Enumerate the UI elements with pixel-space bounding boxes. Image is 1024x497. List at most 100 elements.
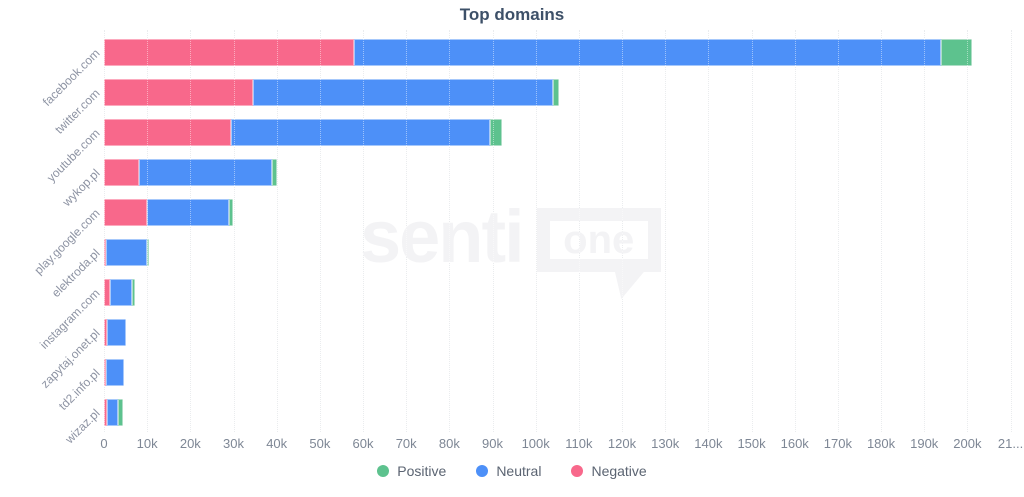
bar-segment-neutral[interactable] xyxy=(231,118,491,146)
x-axis-tick-label: 21... xyxy=(997,436,1024,451)
gridline xyxy=(147,30,149,432)
x-axis-tick-label: 40k xyxy=(266,436,288,451)
gridline-overlay xyxy=(535,30,537,432)
gridline-overlay xyxy=(190,30,192,432)
gridline-overlay xyxy=(837,30,839,432)
bar-row xyxy=(104,118,503,146)
positive-dot-icon xyxy=(377,465,390,477)
gridline-overlay xyxy=(708,30,710,432)
bar-row xyxy=(104,198,234,226)
gridline-overlay xyxy=(147,30,149,432)
x-axis-tick-label: 160k xyxy=(780,436,809,451)
bar-segment-negative[interactable] xyxy=(104,238,106,266)
gridline xyxy=(708,30,710,432)
gridline xyxy=(622,30,624,432)
gridline-overlay xyxy=(276,30,278,432)
bar-segment-negative[interactable] xyxy=(104,358,106,386)
bar-segment-positive[interactable] xyxy=(941,38,972,66)
gridline-overlay xyxy=(319,30,321,432)
bar-row xyxy=(104,318,126,346)
gridline xyxy=(276,30,278,432)
gridline xyxy=(449,30,451,432)
x-axis-tick-label: 70k xyxy=(395,436,417,451)
legend-label: Positive xyxy=(397,463,447,479)
gridline xyxy=(535,30,537,432)
bar-segment-neutral[interactable] xyxy=(106,238,147,266)
legend-item-positive[interactable]: Positive xyxy=(377,463,446,479)
watermark-text-senti: senti xyxy=(360,195,525,278)
gridline-overlay xyxy=(622,30,624,432)
bar-segment-negative[interactable] xyxy=(104,158,139,186)
bar-segment-neutral[interactable] xyxy=(110,278,133,306)
gridline xyxy=(104,30,105,432)
bar-segment-positive[interactable] xyxy=(132,278,136,306)
x-axis-tick-label: 0 xyxy=(100,436,108,451)
bar-segment-neutral[interactable] xyxy=(252,78,553,106)
legend-item-negative[interactable]: Negative xyxy=(571,463,647,479)
bar-segment-negative[interactable] xyxy=(104,38,355,66)
x-axis-tick-label: 30k xyxy=(223,436,244,451)
bar-row xyxy=(104,238,149,266)
bar-segment-positive[interactable] xyxy=(552,78,560,106)
bar-segment-negative[interactable] xyxy=(104,198,148,226)
watermark-text-one: one xyxy=(536,208,661,272)
bar-segment-neutral[interactable] xyxy=(107,318,126,346)
gridline-overlay xyxy=(406,30,408,432)
gridline-overlay xyxy=(967,30,969,432)
bar-segment-positive[interactable] xyxy=(490,118,503,146)
gridline xyxy=(881,30,883,432)
gridline-overlay xyxy=(233,30,235,432)
x-axis-tick-label: 110k xyxy=(565,436,593,451)
bar-segment-neutral[interactable] xyxy=(138,158,273,186)
gridline-overlay xyxy=(665,30,667,432)
gridline xyxy=(924,30,926,432)
bar-row xyxy=(104,38,972,66)
gridline xyxy=(319,30,321,432)
x-axis-tick-label: 120k xyxy=(607,436,637,451)
gridline xyxy=(233,30,235,432)
gridline-overlay xyxy=(492,30,494,432)
x-axis-tick-label: 50k xyxy=(309,436,331,451)
legend-label: Negative xyxy=(591,463,647,479)
bar-segment-negative[interactable] xyxy=(104,278,111,306)
bar-segment-neutral[interactable] xyxy=(106,398,119,426)
gridline xyxy=(492,30,494,432)
watermark-speech-bubble: one xyxy=(536,208,661,299)
bar-segment-negative[interactable] xyxy=(104,78,253,106)
bar-segment-negative[interactable] xyxy=(104,398,107,426)
gridline xyxy=(751,30,753,432)
legend-item-neutral[interactable]: Neutral xyxy=(476,463,541,479)
bar-segment-positive[interactable] xyxy=(272,158,277,186)
bar-segment-neutral[interactable] xyxy=(354,38,942,66)
x-axis-tick-label: 90k xyxy=(482,436,503,451)
gridline-overlay xyxy=(363,30,365,432)
gridline xyxy=(406,30,408,432)
bar-segment-negative[interactable] xyxy=(104,118,232,146)
x-axis-tick-label: 10k xyxy=(136,436,158,451)
gridline xyxy=(665,30,667,432)
x-axis-tick-label: 20k xyxy=(179,436,201,451)
bar-segment-positive[interactable] xyxy=(229,198,234,226)
bar-segment-positive[interactable] xyxy=(146,238,149,266)
bar-row xyxy=(104,398,124,426)
x-axis-tick-label: 180k xyxy=(866,436,896,451)
x-axis-tick-label: 190k xyxy=(910,436,939,451)
x-axis-tick-label: 140k xyxy=(694,436,723,451)
x-axis-tick-label: 130k xyxy=(651,436,680,451)
bar-segment-negative[interactable] xyxy=(104,318,108,346)
bar-segment-neutral[interactable] xyxy=(106,358,125,386)
bar-segment-neutral[interactable] xyxy=(147,198,230,226)
x-axis-tick-label: 150k xyxy=(737,436,766,451)
gridline xyxy=(794,30,796,432)
gridline xyxy=(363,30,365,432)
bar-segment-positive[interactable] xyxy=(118,398,124,426)
gridline-overlay xyxy=(751,30,753,432)
neutral-dot-icon xyxy=(476,465,489,477)
gridline-overlay xyxy=(924,30,926,432)
x-axis-tick-label: 200k xyxy=(953,436,982,451)
x-axis-tick-label: 60k xyxy=(352,436,374,451)
gridline xyxy=(1010,30,1012,432)
x-axis-tick-label: 100k xyxy=(521,436,550,451)
bar-row xyxy=(104,278,136,306)
